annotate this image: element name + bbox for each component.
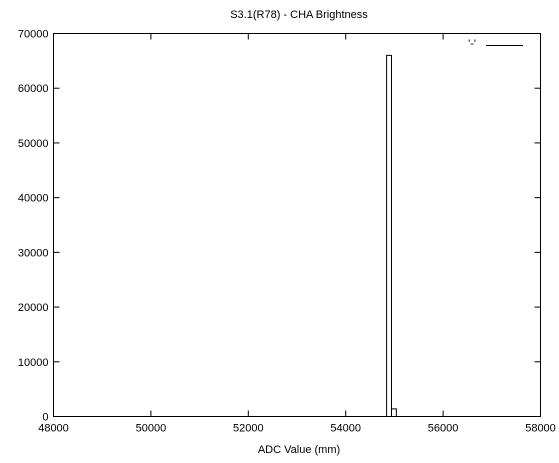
x-tick-label: 48000 [38,423,69,435]
x-tick-label: 56000 [428,423,459,435]
y-tick-label: 20000 [18,302,49,314]
histogram-bar [390,408,397,417]
x-tick-label: 58000 [525,423,556,435]
plot-frame [53,33,541,417]
y-tick-label: 30000 [18,247,49,259]
y-tick-label: 60000 [18,83,49,95]
chart-title: S3.1(R78) - CHA Brightness [230,9,368,21]
y-tick-label: 10000 [18,357,49,369]
histogram-bar [386,54,392,417]
x-tick-label: 50000 [136,423,167,435]
y-tick-label: 0 [42,412,48,424]
x-axis-label: ADC Value (mm) [258,444,340,456]
y-tick-label: 50000 [18,138,49,150]
x-tick-label: 52000 [233,423,264,435]
y-tick-label: 70000 [18,29,49,41]
y-axis: 0 10000 20000 30000 40000 50000 60000 70000 [18,29,541,424]
y-tick-label: 40000 [18,193,49,205]
legend: '-' [468,38,523,50]
legend-label: '-' [468,38,476,50]
plot-series [386,54,397,417]
x-tick-label: 54000 [330,423,361,435]
x-axis: 48000 50000 52000 54000 56000 58000 [38,33,556,435]
